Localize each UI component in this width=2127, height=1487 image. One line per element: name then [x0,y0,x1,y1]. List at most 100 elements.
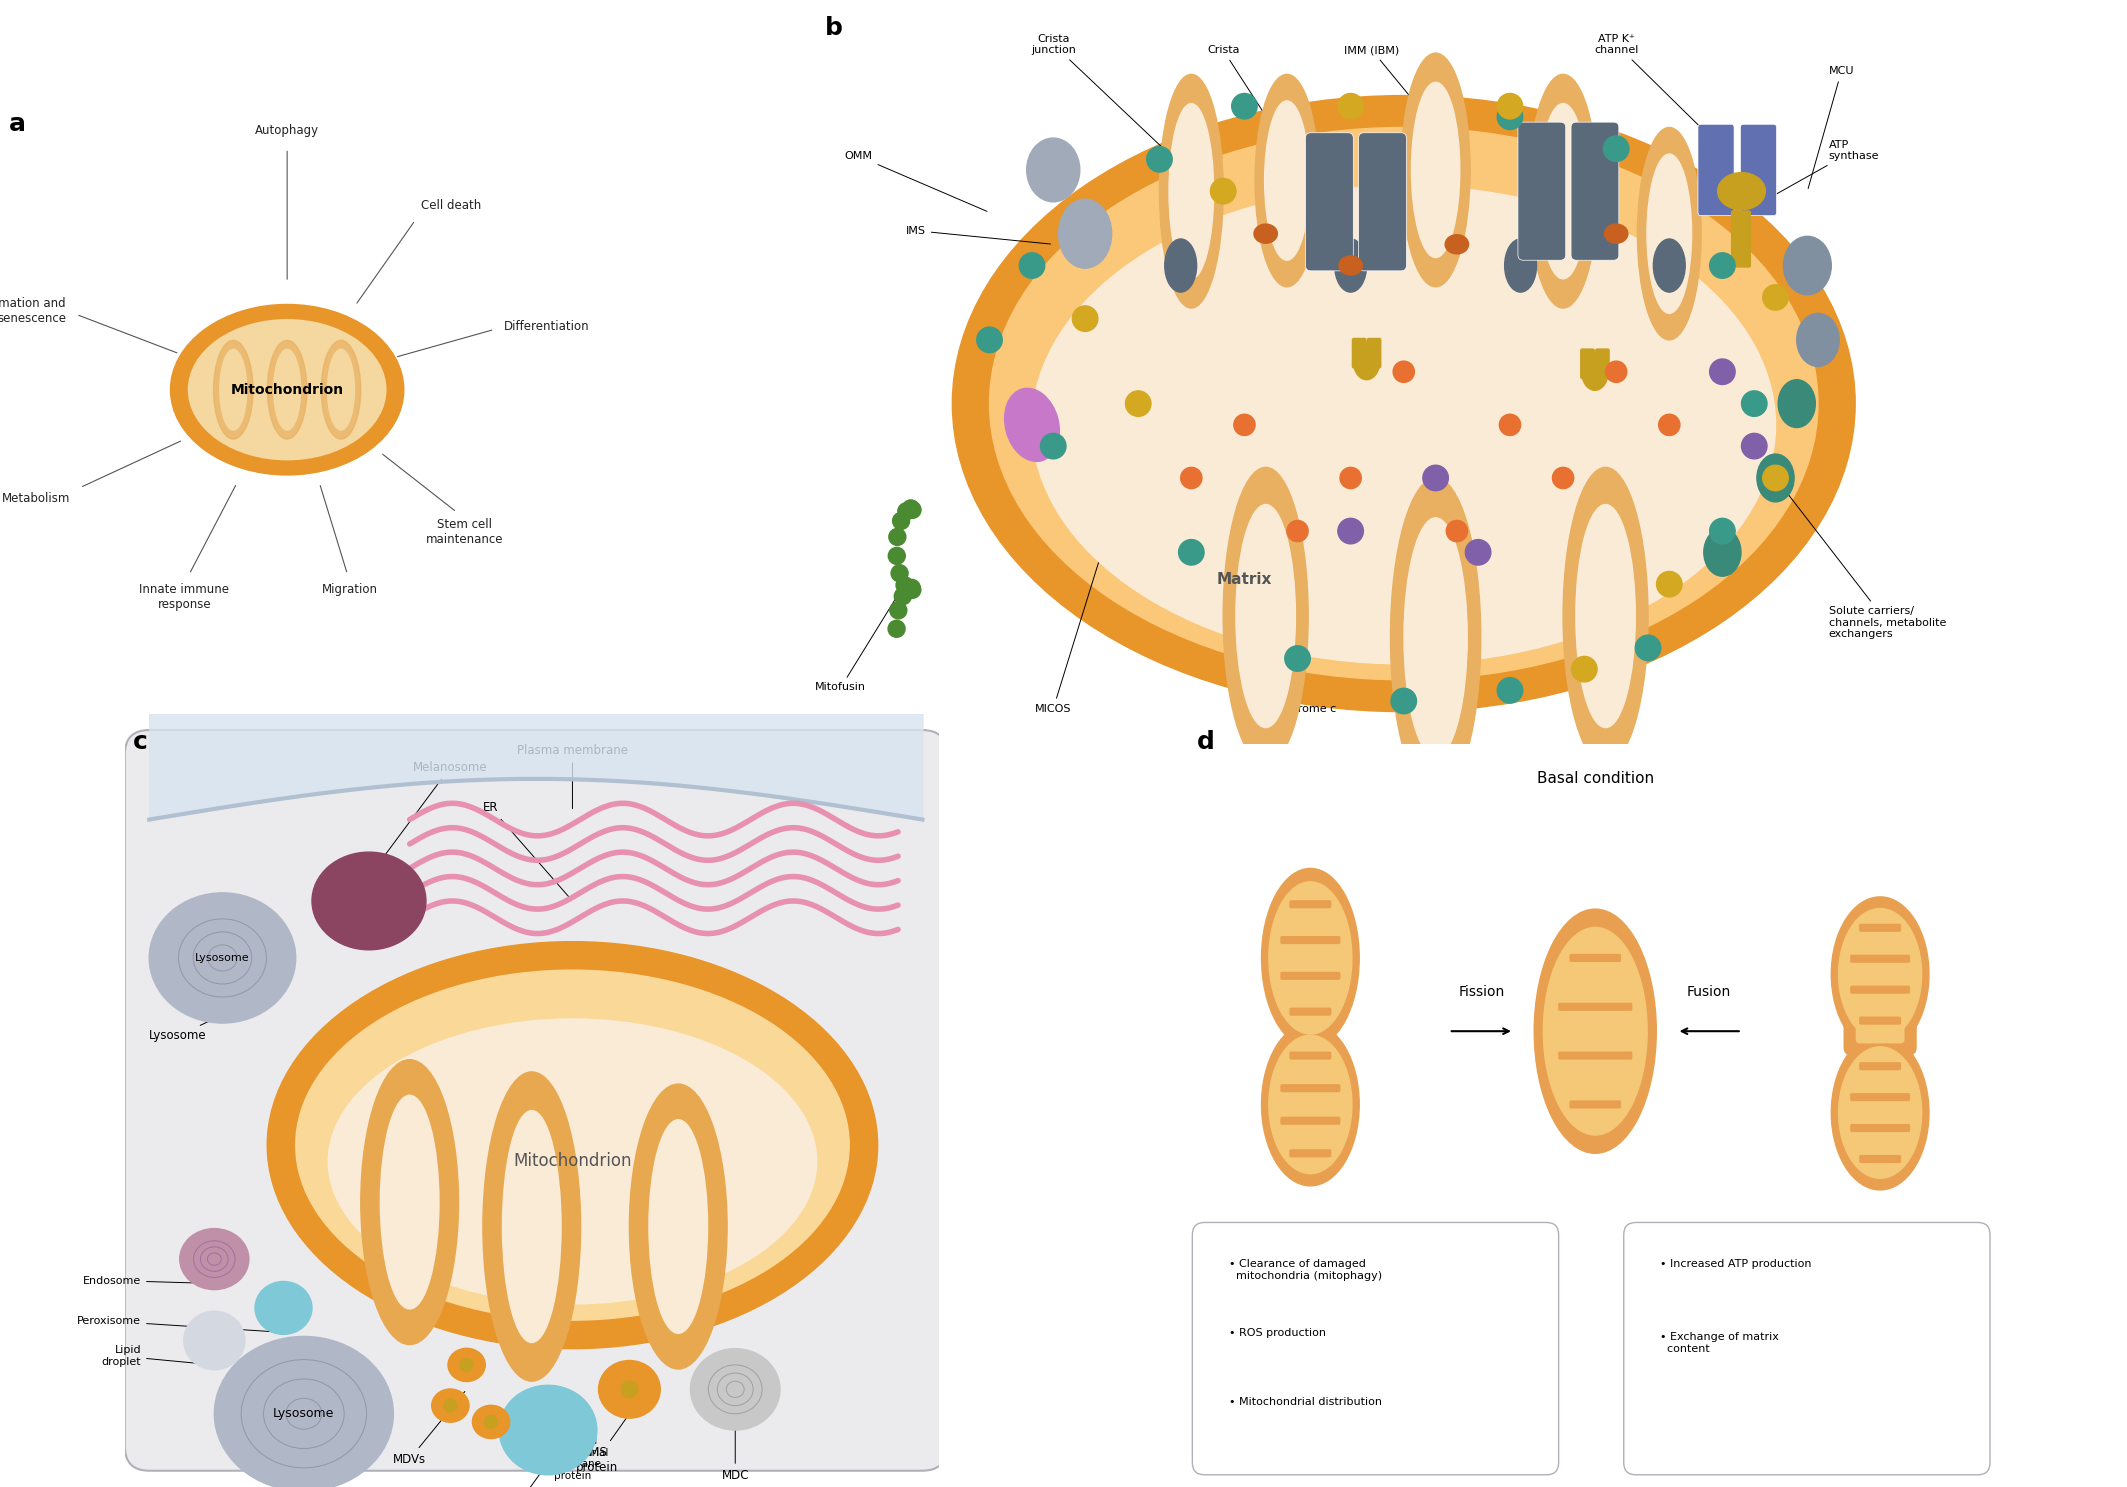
Circle shape [904,580,921,596]
Ellipse shape [1757,454,1793,503]
Ellipse shape [149,892,296,1023]
Circle shape [1338,519,1363,544]
Circle shape [1340,467,1361,489]
Ellipse shape [1719,172,1765,210]
Circle shape [1763,465,1789,491]
Text: Mitochondrion: Mitochondrion [513,1152,632,1170]
Circle shape [485,1416,498,1429]
Ellipse shape [1336,239,1366,291]
Text: K⁺: K⁺ [1480,321,1523,332]
Text: MCU: MCU [1808,67,1855,189]
Text: Migration: Migration [323,583,379,596]
Circle shape [1466,540,1491,565]
Ellipse shape [649,1120,708,1334]
Text: • Clearance of damaged
  mitochondria (mitophagy): • Clearance of damaged mitochondria (mit… [1229,1259,1383,1280]
Circle shape [889,528,906,546]
FancyBboxPatch shape [1289,1149,1332,1157]
Text: • Increased ATP production: • Increased ATP production [1661,1259,1812,1268]
Text: • Mitochondrial distribution: • Mitochondrial distribution [1229,1398,1383,1408]
Circle shape [1497,104,1523,129]
Text: Autophagy: Autophagy [255,123,319,137]
Circle shape [445,1399,457,1413]
Circle shape [1393,361,1414,382]
Circle shape [1572,656,1597,683]
Text: Mitofusin: Mitofusin [815,586,904,693]
Ellipse shape [1402,54,1470,287]
Ellipse shape [381,1096,438,1309]
Ellipse shape [1563,467,1648,764]
Text: Fission: Fission [1459,984,1504,999]
FancyBboxPatch shape [1572,122,1619,260]
Ellipse shape [274,349,300,430]
Circle shape [1178,540,1204,565]
Text: b: b [825,16,842,40]
Text: Basal condition: Basal condition [1536,770,1655,785]
Ellipse shape [1838,1047,1921,1178]
Circle shape [1606,361,1627,382]
FancyBboxPatch shape [1570,953,1621,962]
Circle shape [891,565,908,581]
Circle shape [893,513,910,529]
Ellipse shape [1797,314,1840,366]
Ellipse shape [432,1389,468,1422]
Text: • ROS production: • ROS production [1229,1328,1325,1338]
Text: Fusion: Fusion [1687,984,1731,999]
Circle shape [1763,284,1789,311]
Circle shape [889,602,906,619]
Text: Metabolites/
IMS proteins: Metabolites/ IMS proteins [1476,449,1544,532]
Text: Plasma membrane: Plasma membrane [517,745,627,809]
Ellipse shape [1831,1035,1929,1190]
FancyBboxPatch shape [1289,1051,1332,1060]
Circle shape [1710,358,1736,385]
Ellipse shape [1270,1035,1353,1173]
Ellipse shape [183,1312,245,1370]
Ellipse shape [1778,379,1814,427]
Ellipse shape [296,970,849,1320]
Circle shape [902,581,919,599]
Text: Crista: Crista [1206,45,1285,146]
Ellipse shape [1582,352,1608,391]
Ellipse shape [1831,897,1929,1051]
FancyBboxPatch shape [1366,338,1380,369]
Ellipse shape [1391,477,1480,797]
Text: Peroxisome: Peroxisome [481,1465,549,1487]
Ellipse shape [1004,388,1059,461]
Ellipse shape [1027,138,1081,202]
Ellipse shape [500,1386,598,1475]
Circle shape [1497,94,1523,119]
Text: Mitochondrion: Mitochondrion [230,382,345,397]
Circle shape [1040,433,1066,459]
Ellipse shape [1444,235,1468,254]
FancyBboxPatch shape [1580,348,1595,379]
Ellipse shape [1261,868,1359,1047]
Circle shape [1553,467,1574,489]
FancyBboxPatch shape [1351,338,1366,369]
Text: IMS
protein: IMS protein [576,1416,627,1474]
FancyBboxPatch shape [1193,1222,1559,1475]
FancyBboxPatch shape [1859,1062,1902,1071]
Circle shape [895,577,912,593]
Circle shape [459,1359,472,1371]
Circle shape [1742,433,1768,459]
Text: Matrix: Matrix [1217,572,1272,587]
Ellipse shape [1646,155,1691,314]
Circle shape [1446,520,1468,541]
FancyBboxPatch shape [1559,1002,1631,1011]
FancyBboxPatch shape [1280,1084,1340,1093]
FancyBboxPatch shape [1359,132,1406,271]
Circle shape [1232,94,1257,119]
Text: OMM: OMM [844,152,987,211]
Text: Inflammation and
senescence: Inflammation and senescence [0,297,66,324]
Text: Misfolded
mitochondrial
membrane
protein: Misfolded mitochondrial membrane protein [536,1408,608,1481]
FancyBboxPatch shape [1519,122,1565,260]
Ellipse shape [989,128,1819,680]
Ellipse shape [483,1072,581,1381]
Ellipse shape [362,1060,459,1344]
Circle shape [1497,678,1523,703]
Ellipse shape [1653,239,1685,291]
Text: IMS: IMS [906,226,1051,244]
Ellipse shape [1534,909,1657,1154]
Ellipse shape [630,1084,727,1370]
Text: Peroxisome: Peroxisome [77,1316,281,1332]
Ellipse shape [1704,528,1742,575]
